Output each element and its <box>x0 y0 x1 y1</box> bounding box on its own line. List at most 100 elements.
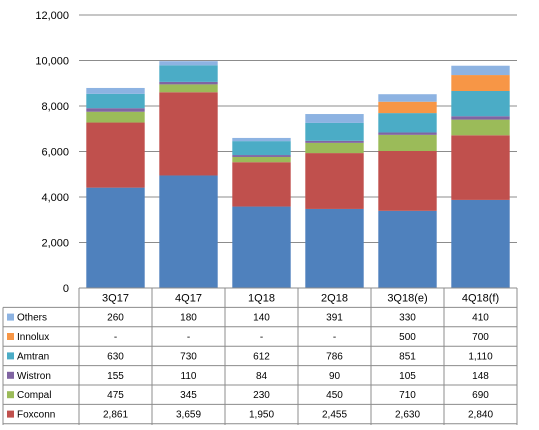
data-label: 2,455 <box>322 410 347 421</box>
bar-segment <box>451 75 510 91</box>
data-label: 450 <box>326 390 343 401</box>
y-tick-label: 12,000 <box>35 10 69 22</box>
bar-segment <box>378 101 437 114</box>
y-tick-label: 6,000 <box>41 147 69 159</box>
data-label: 730 <box>180 351 197 362</box>
x-tick-label: 1Q18 <box>248 293 275 305</box>
bar-segment <box>159 65 218 82</box>
data-label: - <box>260 332 263 343</box>
bar-segment <box>378 210 437 288</box>
bar-segment <box>305 140 364 143</box>
bar-segment <box>305 142 364 154</box>
bar-segment <box>86 93 145 109</box>
x-tick-label: 4Q17 <box>175 293 202 305</box>
bar-segment <box>232 156 291 163</box>
data-label: 84 <box>256 371 268 382</box>
bar-segment <box>305 208 364 288</box>
bar-segment <box>232 162 291 207</box>
legend-swatch <box>7 391 14 399</box>
data-label: 2,861 <box>103 410 128 421</box>
bar-segment <box>159 175 218 288</box>
bar-segment <box>451 135 510 200</box>
legend-label: Innolux <box>17 332 49 343</box>
data-label: 2,840 <box>468 410 493 421</box>
bar-segment <box>232 155 291 157</box>
bar-segment <box>86 108 145 112</box>
legend-label: Others <box>17 313 47 324</box>
data-label: 260 <box>107 313 124 324</box>
data-label: 3,659 <box>176 410 201 421</box>
legend-swatch <box>7 371 14 379</box>
x-tick-label: 3Q18(e) <box>387 293 427 305</box>
data-label: 1,110 <box>468 351 493 362</box>
bar-segment <box>451 199 510 288</box>
legend-label: Compal <box>17 390 51 401</box>
legend-label: Wistron <box>17 371 51 382</box>
data-label: 1,950 <box>249 410 274 421</box>
bar-segment <box>159 81 218 85</box>
data-label: 330 <box>399 313 416 324</box>
y-tick-label: 4,000 <box>41 192 69 204</box>
bar-segment <box>86 187 145 288</box>
bar-segment <box>305 153 364 209</box>
bar-segment <box>86 111 145 123</box>
data-label: 345 <box>180 390 197 401</box>
data-label: - <box>114 332 117 343</box>
data-label: 710 <box>399 390 416 401</box>
bar-segment <box>305 114 364 123</box>
bar-segment <box>451 116 510 120</box>
bar-segment <box>86 87 145 94</box>
bar-segment <box>232 141 291 156</box>
bar-segment <box>305 122 364 141</box>
y-tick-label: 10,000 <box>35 56 69 68</box>
bar-segment <box>451 90 510 117</box>
bar-segment <box>378 134 437 151</box>
x-tick-label: 2Q18 <box>321 293 348 305</box>
data-label: - <box>187 332 190 343</box>
data-label: 690 <box>472 390 489 401</box>
data-label: 230 <box>253 390 270 401</box>
y-tick-label: 8,000 <box>41 101 69 113</box>
legend-label: Foxconn <box>17 410 55 421</box>
data-label: 148 <box>472 371 489 382</box>
legend-swatch <box>7 333 14 340</box>
bar-segment <box>159 92 218 176</box>
data-label: 391 <box>326 313 343 324</box>
data-label: 90 <box>329 371 341 382</box>
bar-segment <box>378 150 437 211</box>
data-label: 105 <box>399 371 416 382</box>
legend-swatch <box>7 313 14 321</box>
bar-segment <box>86 122 145 188</box>
x-tick-label: 3Q17 <box>102 293 129 305</box>
y-tick-label: 0 <box>63 283 69 295</box>
data-label: 500 <box>399 332 416 343</box>
bar-segment <box>451 119 510 136</box>
data-label: 475 <box>107 390 124 401</box>
bar-segment <box>232 137 291 142</box>
legend-swatch <box>7 410 14 418</box>
bar-segment <box>378 132 437 135</box>
bar-segment <box>159 61 218 66</box>
data-label: 180 <box>180 313 197 324</box>
bar-segment <box>378 94 437 102</box>
bar-segment <box>451 65 510 76</box>
bar-segment <box>378 113 437 133</box>
data-label: - <box>333 332 336 343</box>
data-label: 630 <box>107 351 124 362</box>
legend-swatch <box>7 352 14 360</box>
legend-label: Amtran <box>17 351 49 362</box>
data-label: 155 <box>107 371 124 382</box>
data-label: 110 <box>181 371 197 382</box>
data-label: 851 <box>399 351 416 362</box>
x-tick-label: 4Q18(f) <box>462 293 499 305</box>
data-label: 140 <box>253 313 270 324</box>
bar-segment <box>159 84 218 93</box>
y-tick-label: 2,000 <box>41 238 69 250</box>
data-label: 410 <box>472 313 489 324</box>
data-label: 2,630 <box>395 410 420 421</box>
data-label: 612 <box>253 351 270 362</box>
data-label: 786 <box>326 351 343 362</box>
bar-segment <box>232 206 291 288</box>
